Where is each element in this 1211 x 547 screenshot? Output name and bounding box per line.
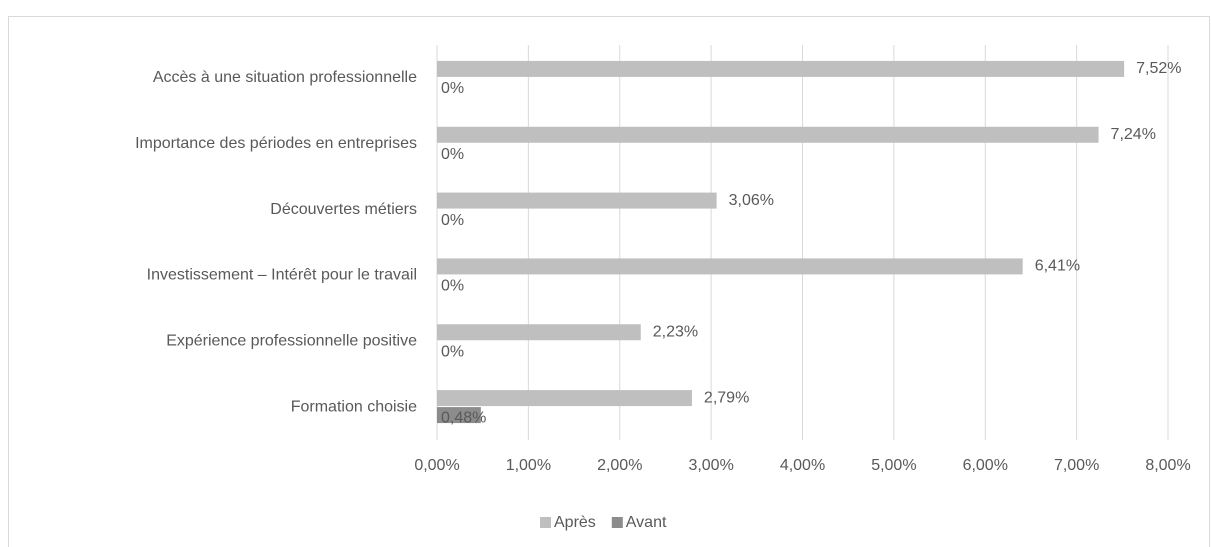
data-label: 0% — [441, 278, 464, 295]
bar — [437, 390, 692, 407]
x-tick-label: 4,00% — [780, 457, 825, 474]
data-label: 0% — [441, 343, 464, 360]
bar — [437, 407, 481, 424]
data-label: 7,24% — [1111, 126, 1156, 143]
x-tick-label: 3,00% — [688, 457, 733, 474]
data-label: 0% — [441, 212, 464, 229]
bar — [437, 258, 1023, 275]
y-tick-label: Formation choisie — [291, 398, 417, 415]
legend-label: Après — [554, 514, 596, 531]
data-label: 0% — [441, 80, 464, 97]
x-tick-label: 2,00% — [597, 457, 642, 474]
y-tick-label: Expérience professionnelle positive — [166, 332, 417, 349]
legend-label: Avant — [626, 514, 667, 531]
y-tick-label: Découvertes métiers — [270, 201, 417, 218]
data-label: 2,79% — [704, 389, 749, 406]
bar — [437, 324, 641, 341]
x-tick-label: 7,00% — [1054, 457, 1099, 474]
legend-swatch — [611, 517, 623, 528]
bar — [437, 126, 1099, 143]
data-label: 0% — [441, 146, 464, 163]
data-label: 7,52% — [1136, 60, 1181, 77]
y-tick-label: Importance des périodes en entreprises — [135, 135, 417, 152]
x-tick-label: 6,00% — [963, 457, 1008, 474]
x-tick-label: 0,00% — [414, 457, 459, 474]
x-tick-label: 8,00% — [1145, 457, 1190, 474]
y-tick-label: Investissement – Intérêt pour le travail — [147, 267, 417, 284]
bar — [437, 60, 1125, 77]
x-tick-label: 1,00% — [506, 457, 551, 474]
legend-swatch — [540, 517, 551, 528]
bar — [437, 192, 717, 209]
chart-frame — [8, 16, 1210, 547]
data-label: 2,23% — [653, 323, 698, 340]
data-label: 3,06% — [729, 192, 774, 209]
data-label: 0,48% — [441, 409, 486, 426]
x-tick-label: 5,00% — [871, 457, 916, 474]
y-tick-label: Accès à une situation professionnelle — [153, 69, 417, 86]
data-label: 6,41% — [1035, 258, 1080, 275]
